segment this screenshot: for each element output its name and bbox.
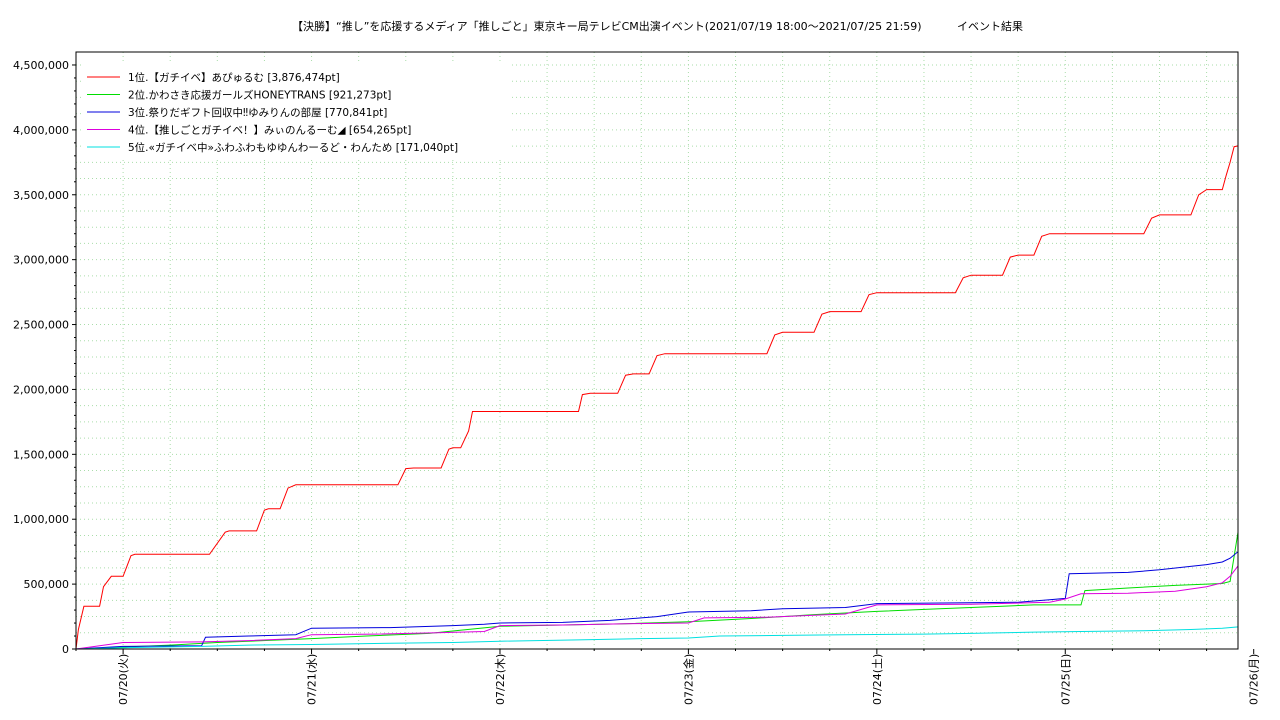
legend-background bbox=[82, 62, 512, 158]
series-line-1 bbox=[75, 145, 1239, 650]
chart-title: 【決勝】“推し”を応援するメディア「推しごと」東京キー局テレビCM出演イベント(… bbox=[292, 19, 922, 33]
y-tick-label: 0 bbox=[62, 643, 69, 656]
y-tick-label: 4,500,000 bbox=[13, 59, 69, 72]
series-line-5 bbox=[75, 626, 1239, 650]
x-tick-label: 07/23(金) bbox=[681, 654, 695, 705]
x-tick-label: 07/20(火) bbox=[117, 654, 130, 705]
series-line-3 bbox=[75, 549, 1239, 650]
x-tick-label: 07/21(水) bbox=[306, 654, 319, 705]
x-tick-label: 07/22(木) bbox=[494, 654, 507, 705]
y-tick-label: 1,000,000 bbox=[13, 513, 69, 526]
grid-lines bbox=[76, 52, 1238, 649]
series-line-2 bbox=[75, 529, 1239, 650]
y-tick-label: 500,000 bbox=[24, 578, 70, 591]
y-tick-label: 1,500,000 bbox=[13, 448, 69, 461]
legend: 1位.【ガチイベ】あぴゅるむ [3,876,474pt] 2位.かわさき応援ガール… bbox=[82, 62, 512, 158]
legend-entry: 3位.祭りだギフト回収中‼ゆみりんの部屋 [770,841pt] bbox=[128, 106, 387, 119]
y-tick-label: 4,000,000 bbox=[13, 124, 69, 137]
legend-entry: 1位.【ガチイベ】あぴゅるむ [3,876,474pt] bbox=[128, 71, 340, 84]
y-tick-label: 2,000,000 bbox=[13, 383, 69, 396]
legend-entry: 4位.【推しごとガチイベ！】みぃのんるーむ◢ [654,265pt] bbox=[128, 124, 411, 137]
x-axis: 07/20(火) 07/21(水) 07/22(木) 07/23(金) 07/24(土)… bbox=[75, 649, 1261, 705]
chart-subtitle: イベント結果 bbox=[957, 19, 1023, 33]
series-line-4 bbox=[75, 564, 1239, 650]
legend-entry: 5位.«ガチイベ中»ふわふわもゆゆんわーるど・わんため [171,040pt] bbox=[128, 141, 458, 154]
series-layer bbox=[75, 145, 1239, 650]
x-tick-label: 07/26(月) bbox=[1248, 654, 1261, 705]
x-tick-label: 07/24(土) bbox=[871, 654, 884, 705]
legend-entry: 2位.かわさき応援ガールズHONEYTRANS [921,273pt] bbox=[128, 89, 391, 102]
y-tick-label: 3,500,000 bbox=[13, 189, 69, 202]
x-tick-label: 07/25(日) bbox=[1059, 654, 1072, 705]
y-tick-label: 3,000,000 bbox=[13, 254, 69, 267]
y-tick-label: 2,500,000 bbox=[13, 319, 69, 332]
y-axis: 0 500,000 1,000,000 1,500,000 2,000,000 2,500… bbox=[13, 59, 76, 656]
